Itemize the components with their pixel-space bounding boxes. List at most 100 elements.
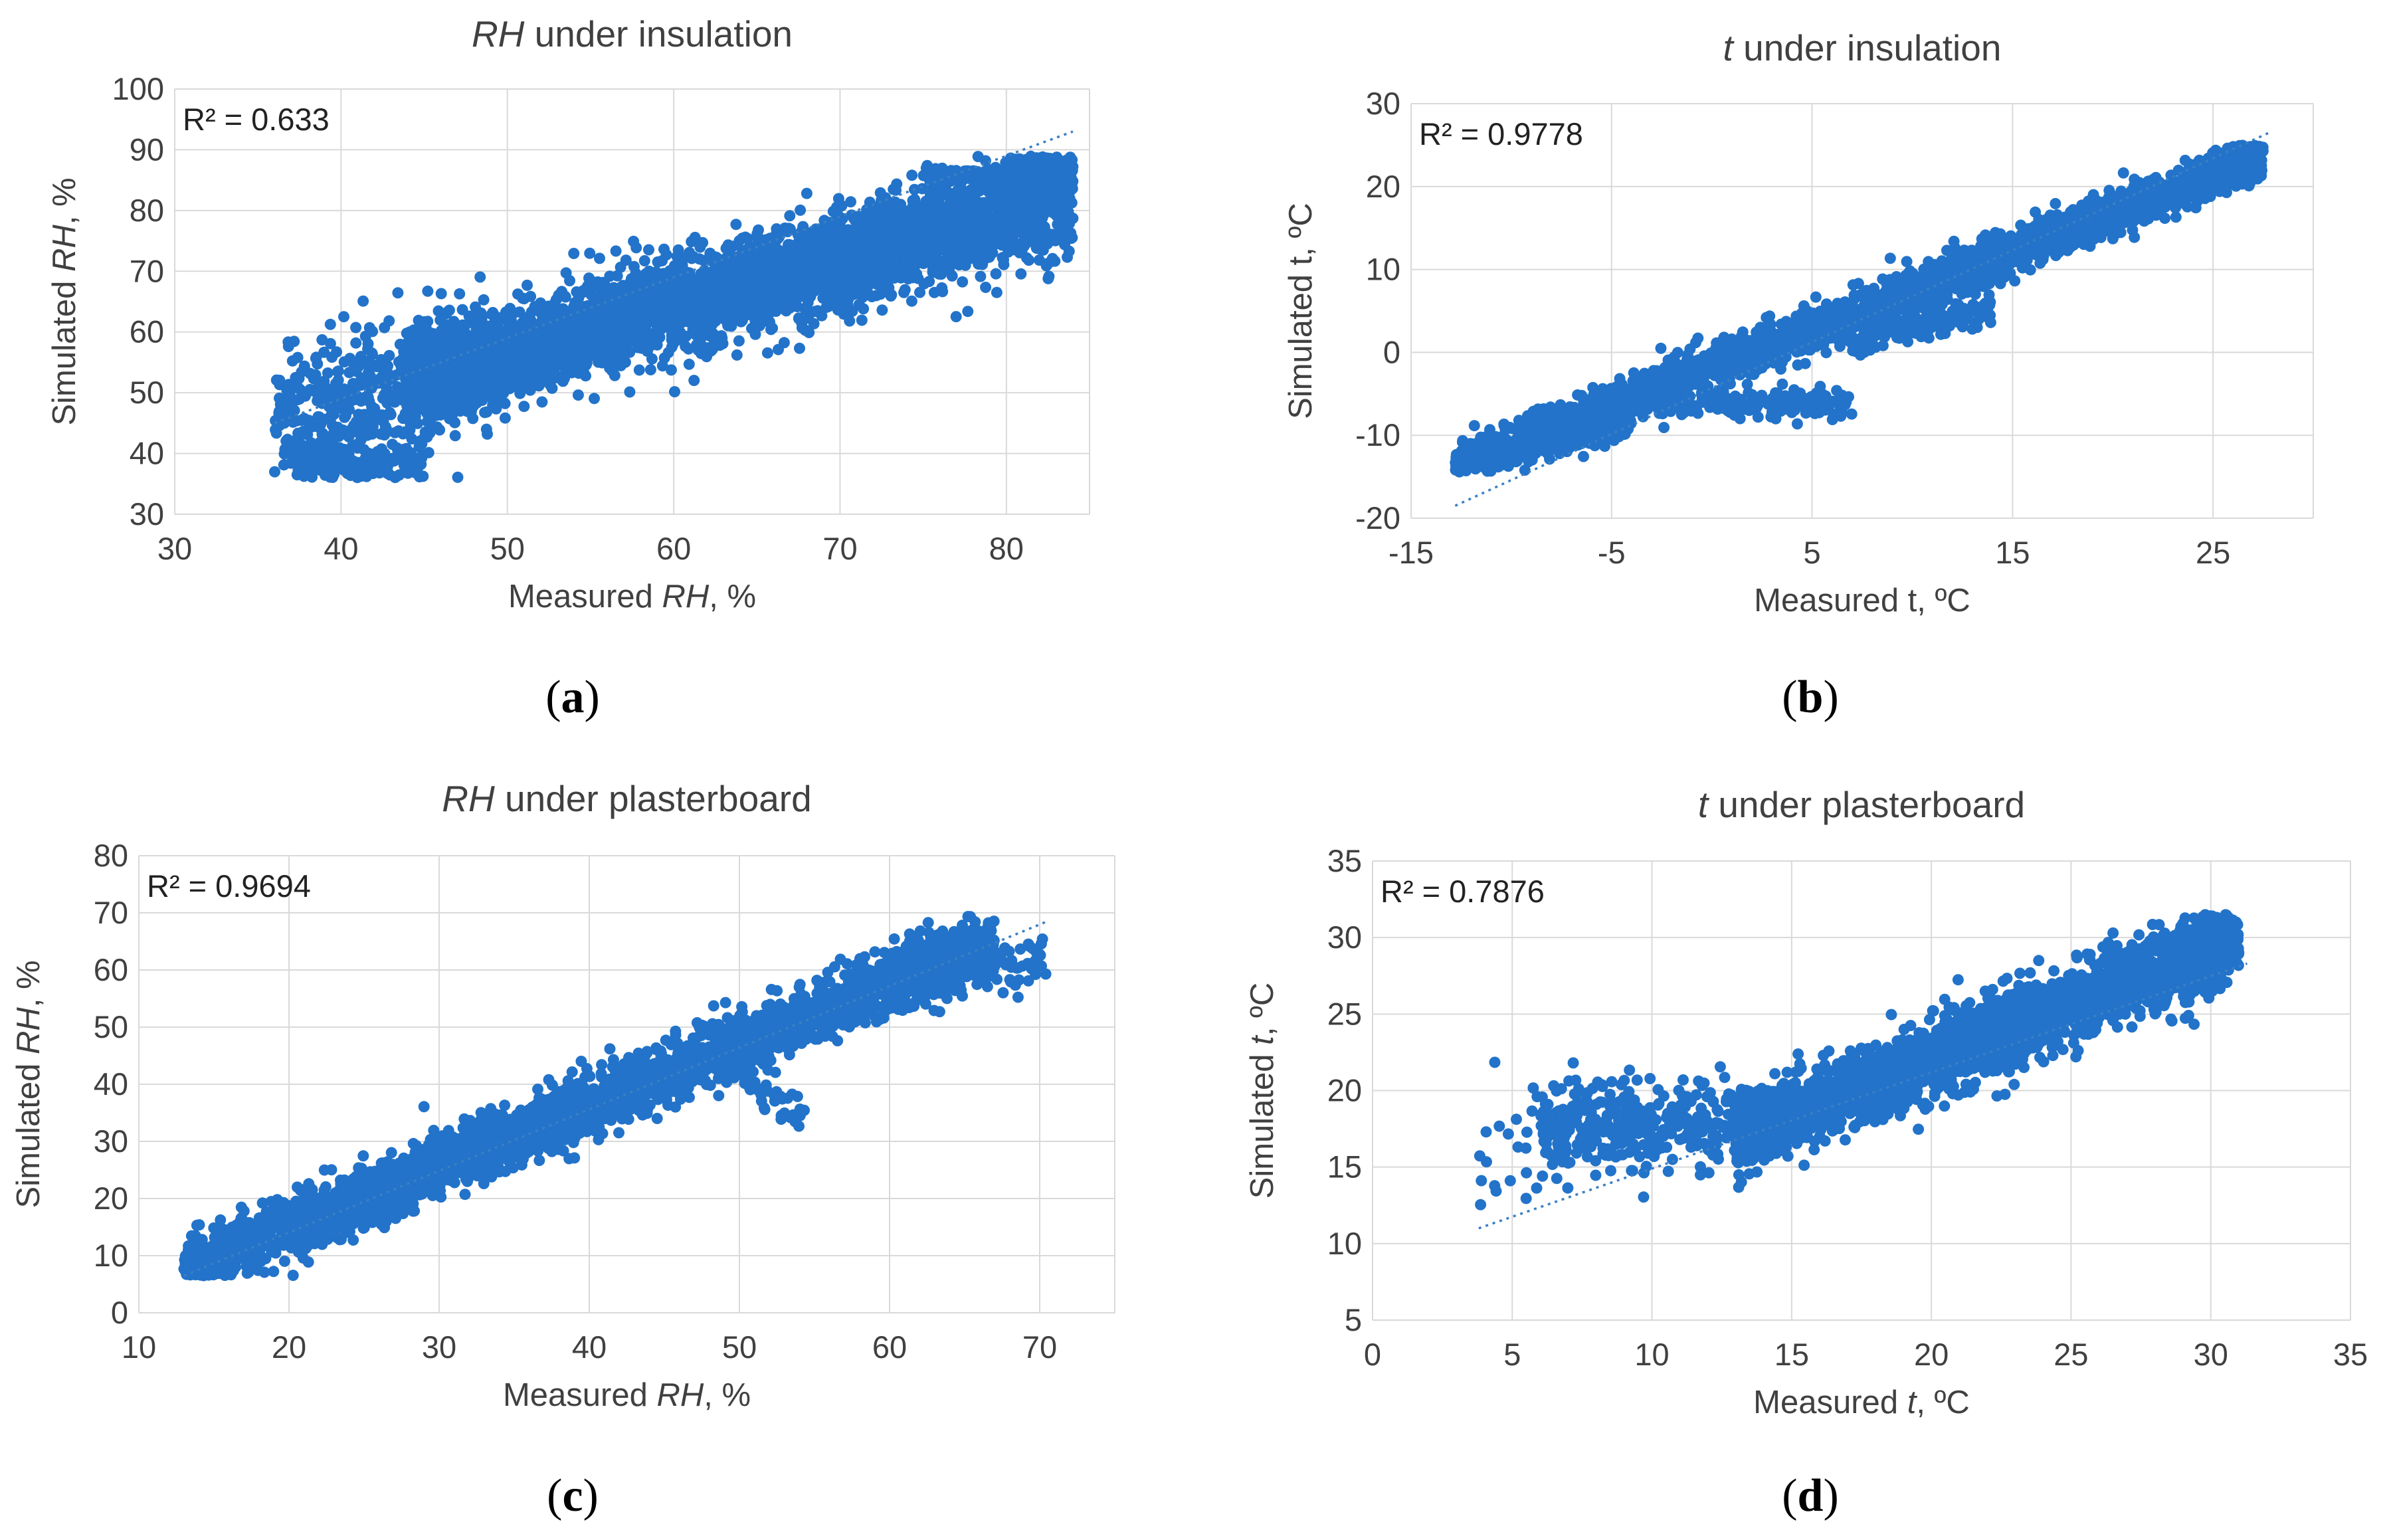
data-point [589,393,600,405]
data-point [927,223,939,235]
data-point [731,269,743,281]
data-point [953,259,965,271]
data-point [962,306,974,318]
data-point [907,272,919,284]
data-point [484,356,496,367]
data-point [322,444,334,456]
data-point [761,292,773,304]
data-point [950,311,962,323]
data-point [385,409,397,421]
data-point [974,175,986,187]
data-point [909,229,921,241]
data-point [568,301,580,313]
data-point [672,334,684,346]
data-point [773,244,785,256]
data-point [972,151,984,163]
data-point [522,336,533,347]
data-point [844,276,856,288]
data-point [501,375,513,387]
scatter-points [269,150,1079,484]
data-point [846,234,858,246]
data-point [415,458,427,470]
data-point [658,287,670,299]
data-point [569,365,581,377]
data-point [440,353,452,365]
data-point [416,375,428,387]
data-point [572,389,584,401]
data-point [382,360,394,372]
y-tick-label: 30 [1366,86,1400,121]
data-point [1038,221,1050,233]
y-tick-label: 80 [130,193,164,228]
data-point [533,351,545,363]
data-point [769,256,781,268]
y-tick-label: 90 [130,132,164,167]
data-point [845,196,856,208]
y-tick-label: 50 [130,375,164,410]
data-point [761,347,773,359]
data-point [696,290,708,301]
data-point [292,351,304,363]
data-point [1054,190,1066,202]
data-point [1063,175,1074,187]
y-tick-label: 10 [1366,252,1400,287]
data-point [522,279,533,291]
data-point [416,438,428,450]
data-point [350,357,361,369]
data-point [328,429,339,440]
data-point [779,266,791,278]
data-point [919,198,931,210]
data-point [766,306,778,318]
data-point [490,403,502,415]
data-point [304,468,316,480]
data-point [358,393,370,405]
data-point [351,438,363,450]
data-point [695,347,707,359]
y-tick-label: 0 [1383,334,1400,369]
data-point [984,239,996,251]
data-point [689,231,701,243]
data-point [759,248,771,260]
data-point [736,256,748,268]
data-point [906,169,918,181]
data-point [495,393,507,405]
data-point [793,262,805,274]
data-point [506,351,518,363]
data-point [783,223,795,235]
data-point [454,288,466,300]
data-point [688,275,700,287]
data-point [413,314,425,326]
data-point [852,218,864,230]
data-point [821,258,833,270]
data-point [383,315,395,327]
data-point [1050,206,1062,218]
data-point [745,306,757,318]
data-point [397,428,409,440]
data-point [987,200,999,212]
data-point [435,288,447,300]
data-point [652,256,664,268]
data-point [765,324,777,336]
data-point [498,362,510,374]
y-tick-label: 20 [1366,169,1400,204]
data-point [714,272,725,284]
data-point [290,371,302,383]
data-point [603,314,615,326]
data-point [928,286,940,298]
data-point [311,446,323,457]
data-point [856,314,868,326]
data-point [554,353,566,365]
data-point [1027,226,1039,237]
data-point [322,367,334,379]
data-point [904,211,916,223]
data-point [1054,215,1066,227]
data-point [400,381,412,393]
data-point [749,252,761,264]
data-point [485,320,497,332]
data-point [610,245,622,257]
data-point [802,296,814,308]
data-point [886,289,898,301]
data-point [443,304,455,316]
